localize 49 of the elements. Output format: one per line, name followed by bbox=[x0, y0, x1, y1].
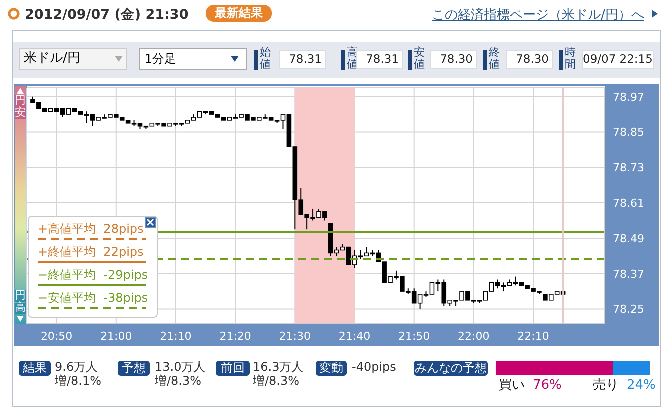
x-tick-label: 21:10 bbox=[160, 330, 192, 343]
text: -40pips bbox=[352, 360, 398, 374]
data-label: 76% bbox=[533, 378, 562, 393]
text: 時間 bbox=[565, 46, 577, 71]
ref-line-label: −終値平均 -29pips bbox=[38, 268, 148, 283]
x-tick-label: 21:20 bbox=[220, 330, 252, 343]
series-label: 売り bbox=[593, 378, 619, 393]
y-tick-label: 78.25 bbox=[613, 303, 644, 316]
text: この経済指標ページ（米ドル/円）へ bbox=[432, 7, 644, 24]
text: 結果 bbox=[19, 361, 51, 376]
y-tick-label: 78.37 bbox=[613, 268, 644, 281]
text: 13.0万人増/8.3% bbox=[155, 360, 207, 388]
text: 安値 bbox=[414, 46, 426, 71]
x-tick-label: 21:40 bbox=[338, 330, 371, 343]
y-tick-label: 78.85 bbox=[613, 126, 644, 140]
y-tick-label: 78.73 bbox=[613, 162, 644, 175]
x-tick-label: 22:00 bbox=[458, 330, 490, 343]
text: 米ドル/円 bbox=[19, 48, 127, 70]
text: 78.30 bbox=[430, 50, 477, 69]
text: みんなの予想 bbox=[414, 361, 488, 376]
annotation: +終値平均 22pips bbox=[38, 245, 145, 260]
text: 終値 bbox=[489, 46, 501, 71]
text: 16.3万人増/8.3% bbox=[253, 360, 305, 388]
text: 1分足 bbox=[139, 48, 247, 70]
x-tick-label: 21:30 bbox=[279, 330, 311, 343]
y-tick-label: 78.97 bbox=[613, 90, 644, 104]
ref-line-label: −安値平均 -38pips bbox=[38, 291, 148, 306]
y-tick-label: 78.61 bbox=[613, 196, 644, 210]
text: 円高 bbox=[15, 289, 26, 314]
x-tick-label: 21:00 bbox=[100, 330, 132, 343]
text: 円安 bbox=[15, 94, 26, 119]
text: 前回 bbox=[216, 361, 250, 376]
x-tick-label: 20:50 bbox=[40, 330, 73, 343]
x-tick-label: 22:10 bbox=[518, 330, 550, 343]
text: 変動 bbox=[316, 361, 347, 376]
text: 予想 bbox=[118, 361, 150, 376]
text: 9.6万人増/8.1% bbox=[55, 360, 103, 388]
data-label: 24% bbox=[627, 378, 656, 393]
x-tick-label: 21:50 bbox=[398, 330, 430, 343]
text: 78.31 bbox=[279, 50, 326, 69]
y-tick-label: 78.49 bbox=[613, 232, 644, 246]
text: 始値 bbox=[260, 46, 272, 71]
annotation: +高値平均 28pips bbox=[38, 222, 145, 237]
series-label: 買い bbox=[499, 378, 525, 393]
text: 78.30 bbox=[506, 50, 553, 69]
chart-subtitle: 最新結果 bbox=[206, 5, 272, 22]
chart-title: 2012/09/07 (金) 21:30 bbox=[25, 6, 189, 24]
text: 78.31 bbox=[366, 52, 399, 66]
text: 09/07 22:15 bbox=[582, 50, 654, 69]
